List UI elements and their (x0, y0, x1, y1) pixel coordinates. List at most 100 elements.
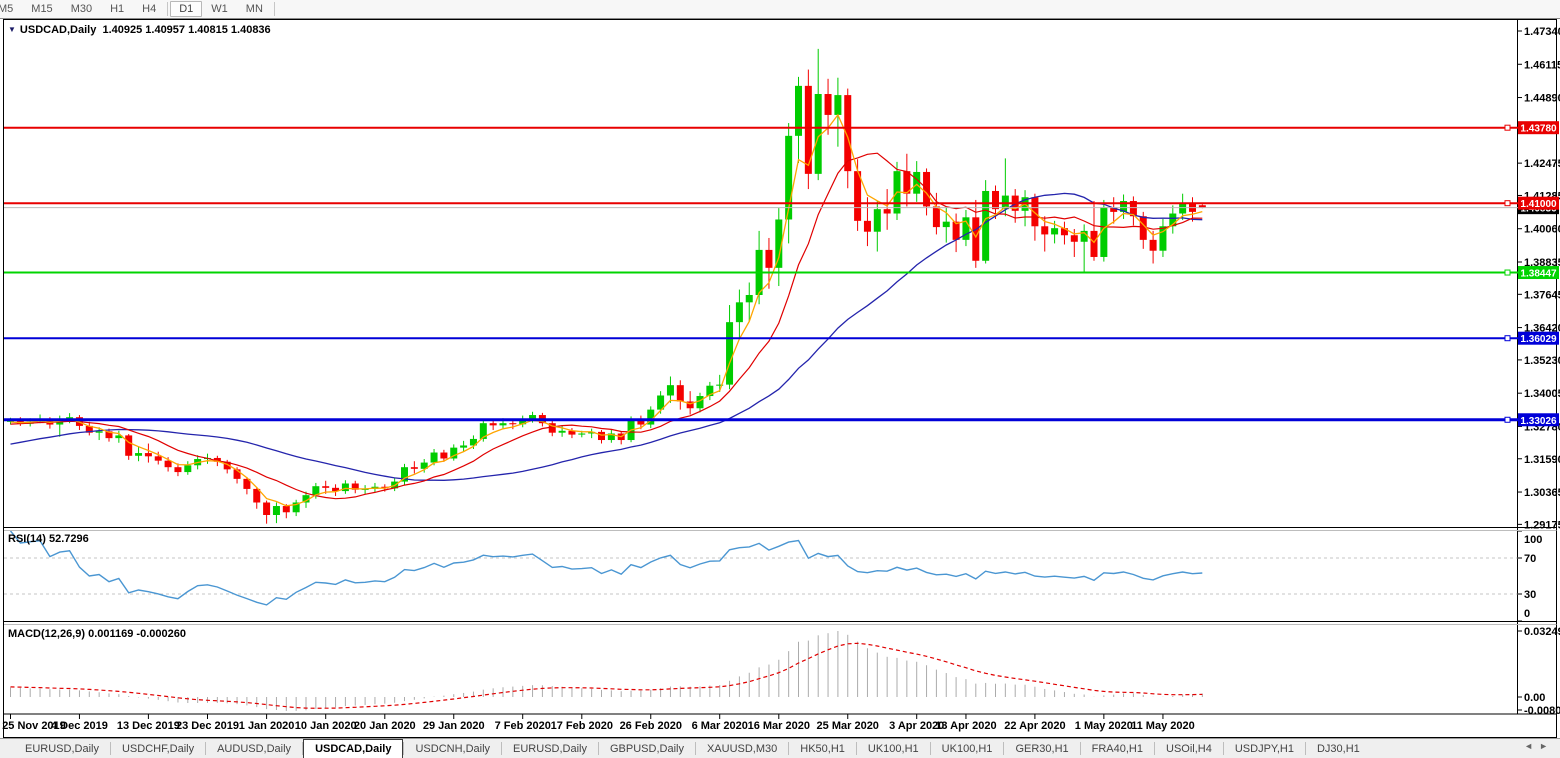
macd-panel (10, 631, 1203, 711)
svg-text:20 Jan 2020: 20 Jan 2020 (354, 720, 416, 732)
macd-signal-line (10, 642, 1203, 709)
chart-ohlc-values: 1.40925 1.40957 1.40815 1.40836 (102, 24, 271, 36)
svg-text:22 Apr 2020: 22 Apr 2020 (1004, 720, 1065, 732)
toolbar-divider (167, 2, 169, 16)
svg-text:13 Apr 2020: 13 Apr 2020 (935, 720, 996, 732)
symbol-tab-audusd-daily[interactable]: AUDUSD,Daily (217, 742, 292, 755)
svg-text:1.43780: 1.43780 (1520, 124, 1557, 135)
tab-divider (1003, 742, 1005, 755)
symbol-tab-gbpusd-daily[interactable]: GBPUSD,Daily (610, 742, 684, 755)
rsi-line (9, 530, 1203, 606)
svg-text:1.36029: 1.36029 (1520, 334, 1557, 345)
timeframe-button-m5[interactable]: M5 (0, 3, 14, 15)
timeframe-buttons: M5 M15 M30 H1 H4 D1 W1 MN (0, 0, 277, 18)
svg-text:0.00: 0.00 (1524, 692, 1545, 704)
tab-scroll-right-icon[interactable]: ► (1539, 741, 1554, 751)
tab-divider (1304, 742, 1306, 755)
svg-text:29 Jan 2020: 29 Jan 2020 (423, 720, 485, 732)
timeframe-button-w1[interactable]: W1 (211, 3, 228, 15)
symbol-tab-eurusd-daily[interactable]: EURUSD,Daily (513, 742, 587, 755)
svg-text:1.36420: 1.36420 (1524, 323, 1560, 335)
rsi-indicator-label: RSI(14) 52.7296 (8, 533, 89, 545)
svg-text:6 Mar 2020: 6 Mar 2020 (692, 720, 748, 732)
symbol-tab-dj30-h1[interactable]: DJ30,H1 (1316, 742, 1360, 755)
level-handle[interactable] (1504, 269, 1511, 276)
svg-text:25 Mar 2020: 25 Mar 2020 (817, 720, 879, 732)
timeframe-button-h1[interactable]: H1 (110, 3, 125, 15)
price-axis[interactable]: 1.473401.461151.448901.424751.412851.400… (1518, 26, 1560, 717)
tab-divider (1222, 742, 1224, 755)
timeframe-button-m15[interactable]: M15 (31, 3, 53, 15)
macd-indicator-label: MACD(12,26,9) 0.001169 -0.000260 (8, 628, 186, 640)
ma-medium-line (10, 152, 1203, 500)
svg-text:23 Dec 2019: 23 Dec 2019 (176, 720, 239, 732)
level-handle[interactable] (1504, 416, 1511, 423)
svg-text:11 May 2020: 11 May 2020 (1131, 720, 1195, 732)
level-handle[interactable] (1504, 335, 1511, 342)
svg-text:100: 100 (1524, 534, 1542, 546)
svg-text:1.40060: 1.40060 (1524, 224, 1560, 236)
chart-collapse-icon[interactable]: ▼ (8, 25, 16, 34)
timeframe-button-m30[interactable]: M30 (70, 3, 93, 15)
symbol-tab-ger30-h1[interactable]: GER30,H1 (1015, 742, 1069, 755)
tab-scrollers: ◄► (1524, 741, 1554, 751)
svg-text:25 Nov 2019: 25 Nov 2019 (2, 720, 66, 732)
svg-text:1.44890: 1.44890 (1524, 93, 1560, 105)
symbol-tab-fra40-h1[interactable]: FRA40,H1 (1091, 742, 1143, 755)
chart-symbol-label: USDCAD,Daily (19, 24, 97, 36)
rsi-value: 52.7296 (48, 533, 89, 545)
svg-text:1.37645: 1.37645 (1524, 289, 1560, 301)
main-price-panel (4, 48, 1557, 524)
rsi-panel (4, 530, 1518, 606)
tab-divider (855, 742, 857, 755)
svg-text:30: 30 (1524, 589, 1536, 601)
timeframe-button-h4[interactable]: H4 (142, 3, 157, 15)
svg-text:13 Dec 2019: 13 Dec 2019 (117, 720, 180, 732)
svg-text:1.35230: 1.35230 (1524, 355, 1560, 367)
svg-text:70: 70 (1524, 553, 1536, 565)
svg-text:0.032493: 0.032493 (1524, 626, 1560, 638)
symbol-tab-eurusd-daily[interactable]: EURUSD,Daily (25, 742, 99, 755)
svg-text:-0.008086: -0.008086 (1524, 705, 1560, 717)
tab-divider (929, 742, 931, 755)
svg-text:1.42475: 1.42475 (1524, 158, 1560, 170)
symbol-tab-usdjpy-h1[interactable]: USDJPY,H1 (1234, 742, 1294, 755)
ma-fast-line (10, 113, 1203, 507)
symbol-tab-usdcad-daily[interactable]: USDCAD,Daily (303, 739, 404, 758)
symbol-tab-uk100-h1[interactable]: UK100,H1 (867, 742, 919, 755)
tab-scroll-left-icon[interactable]: ◄ (1524, 741, 1540, 751)
symbol-tab-hk50-h1[interactable]: HK50,H1 (800, 742, 845, 755)
svg-text:7 Feb 2020: 7 Feb 2020 (495, 720, 551, 732)
tab-divider (1079, 742, 1081, 755)
macd-values: 0.001169 -0.000260 (88, 628, 186, 640)
tab-divider (694, 742, 696, 755)
svg-text:1.38835: 1.38835 (1524, 257, 1560, 269)
svg-text:1.34005: 1.34005 (1524, 388, 1560, 400)
timeframe-button-mn[interactable]: MN (245, 3, 263, 15)
symbol-tab-usoil-h4[interactable]: USOil,H4 (1166, 742, 1212, 755)
svg-text:26 Feb 2020: 26 Feb 2020 (620, 720, 682, 732)
tab-divider (1154, 742, 1155, 755)
rsi-name: RSI(14) (8, 533, 46, 545)
symbol-tab-usdcnh-daily[interactable]: USDCNH,Daily (415, 742, 491, 755)
tab-divider (403, 742, 405, 755)
svg-text:1.30365: 1.30365 (1524, 487, 1560, 499)
svg-text:1 Jan 2020: 1 Jan 2020 (239, 720, 295, 732)
svg-text:3 Apr 2020: 3 Apr 2020 (889, 720, 944, 732)
svg-text:10 Jan 2020: 10 Jan 2020 (295, 720, 357, 732)
symbol-tab-xauusd-m30[interactable]: XAUUSD,M30 (706, 742, 778, 755)
symbol-tab-uk100-h1[interactable]: UK100,H1 (941, 742, 993, 755)
tab-divider (788, 742, 790, 755)
level-handle[interactable] (1504, 124, 1511, 131)
svg-text:16 Mar 2020: 16 Mar 2020 (748, 720, 810, 732)
level-handle[interactable] (1504, 200, 1511, 207)
svg-text:1.29175: 1.29175 (1524, 519, 1560, 531)
svg-text:1.38447: 1.38447 (1520, 269, 1557, 280)
timeframe-button-d1[interactable]: D1 (170, 1, 203, 17)
svg-text:17 Feb 2020: 17 Feb 2020 (551, 720, 613, 732)
tab-divider (598, 742, 599, 755)
symbol-tab-usdchf-daily[interactable]: USDCHF,Daily (121, 742, 195, 755)
ma-slow-line (10, 192, 1203, 481)
